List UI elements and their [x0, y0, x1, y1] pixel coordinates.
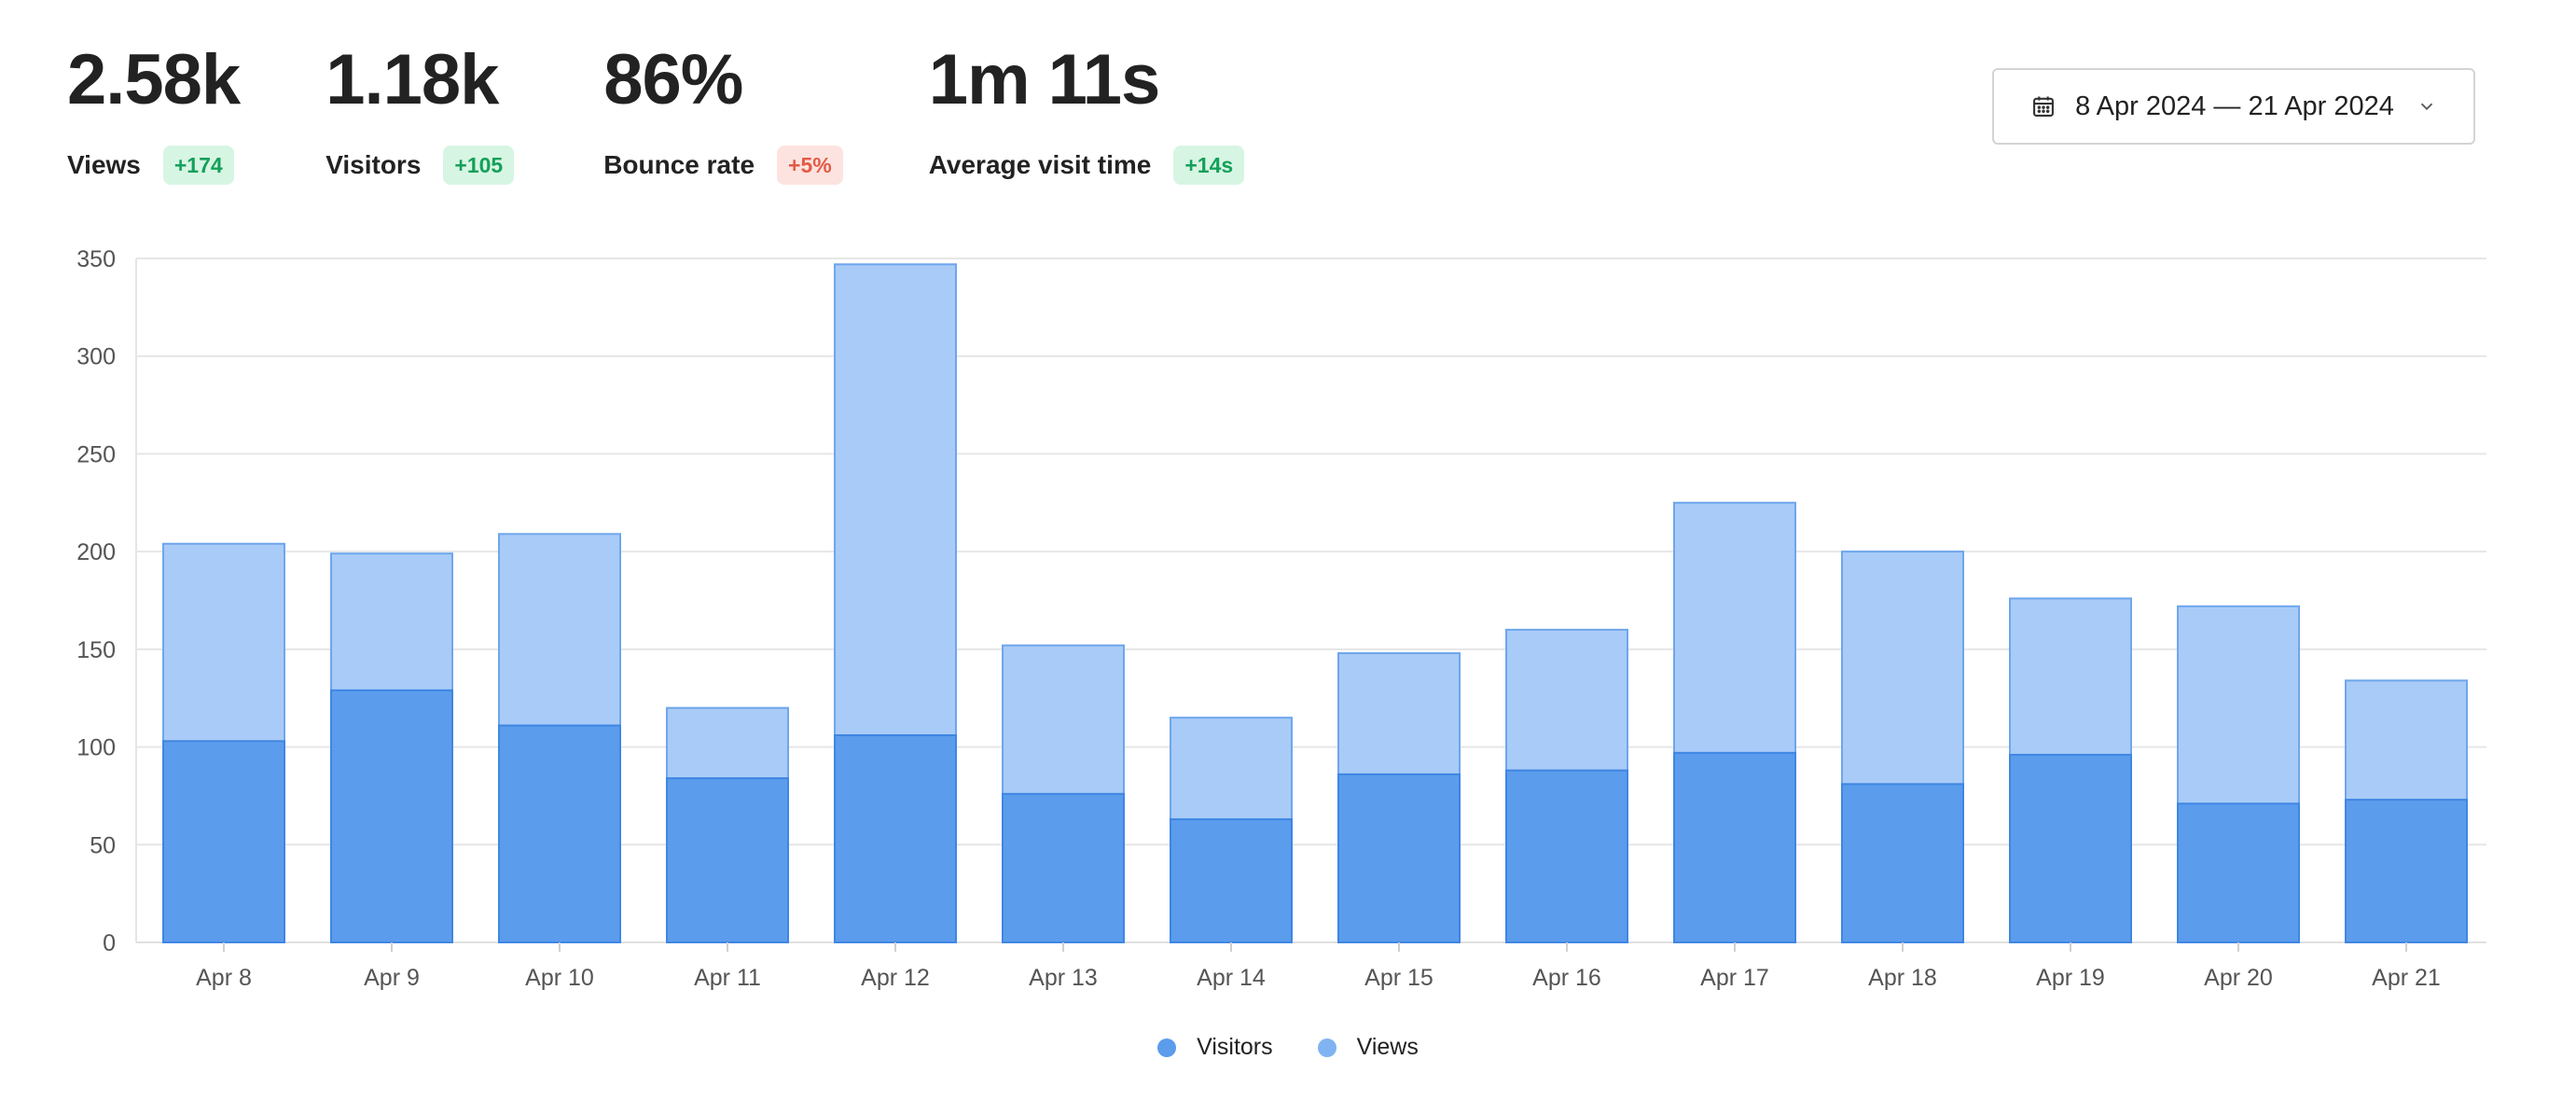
x-tick-label: Apr 13 [1029, 965, 1098, 991]
bar-visitors [2177, 802, 2300, 944]
chart-legend: Visitors Views [0, 1034, 2576, 1061]
date-range-picker[interactable]: 8 Apr 2024 — 21 Apr 2024 [1992, 68, 2475, 145]
y-tick-label: 150 [76, 637, 116, 663]
y-tick-label: 300 [76, 344, 116, 370]
legend-item-visitors[interactable]: Visitors [1157, 1034, 1273, 1061]
y-tick-label: 100 [76, 735, 116, 761]
stat-value: 1.18k [325, 40, 499, 119]
stat-value: 1m 11s [928, 40, 1161, 119]
x-tick-label: Apr 18 [1868, 965, 1937, 991]
stat-average-visit-time: 1m 11s Average visit time +14s [928, 37, 1245, 185]
bar-visitors [666, 777, 789, 944]
x-tick-label: Apr 11 [694, 965, 761, 991]
x-tick-label: Apr 8 [196, 965, 252, 991]
change-badge: +174 [162, 146, 234, 185]
bar-visitors [1337, 773, 1461, 943]
bar-visitors [330, 689, 453, 943]
bar-visitors [2009, 753, 2132, 943]
legend-dot-visitors [1157, 1038, 1177, 1057]
legend-label: Views [1356, 1034, 1419, 1060]
y-tick-label: 200 [76, 539, 116, 565]
bar-visitors [1505, 769, 1628, 944]
chevron-down-icon [2417, 96, 2437, 117]
change-badge: +14s [1173, 146, 1245, 185]
stat-label: Visitors [325, 150, 422, 179]
bar-visitors [498, 724, 621, 944]
stat-value: 86% [603, 40, 743, 119]
stat-value: 2.58k [67, 40, 241, 119]
change-badge: +5% [777, 146, 843, 185]
bar-visitors [1673, 751, 1796, 944]
x-tick-label: Apr 21 [2372, 965, 2441, 991]
stat-views: 2.58k Views +174 [67, 37, 241, 185]
x-tick-label: Apr 16 [1532, 965, 1601, 991]
stat-label: Average visit time [928, 150, 1152, 179]
y-tick-label: 350 [76, 246, 116, 272]
bar-chart: 0 50 100 150 200 250 300 350 Apr 8 Apr 9 Apr 10 Apr… [76, 246, 2486, 991]
x-tick-label: Apr 20 [2204, 965, 2273, 991]
calendar-icon [2030, 93, 2057, 119]
legend-dot-views [1317, 1038, 1336, 1057]
x-tick-label: Apr 14 [1197, 965, 1266, 991]
change-badge: +105 [443, 146, 515, 185]
bar-visitors [2345, 799, 2468, 943]
bar-visitors [834, 734, 957, 944]
legend-label: Visitors [1197, 1034, 1273, 1060]
x-tick-label: Apr 12 [861, 965, 930, 991]
x-tick-label: Apr 9 [364, 965, 420, 991]
y-tick-label: 250 [76, 441, 116, 467]
bar-visitors [162, 740, 285, 943]
x-tick-label: Apr 17 [1700, 965, 1769, 991]
stat-label: Views [67, 150, 141, 179]
stats-summary: 2.58k Views +174 1.18k Visitors +105 86%… [67, 37, 1330, 185]
x-tick-label: Apr 15 [1364, 965, 1433, 991]
x-tick-label: Apr 19 [2036, 965, 2105, 991]
date-range-label: 8 Apr 2024 — 21 Apr 2024 [2075, 91, 2394, 121]
x-tick-label: Apr 10 [525, 965, 594, 991]
bar-visitors [1002, 792, 1125, 943]
y-tick-label: 50 [90, 832, 116, 858]
legend-item-views[interactable]: Views [1317, 1034, 1419, 1061]
bar-visitors [1841, 783, 1964, 943]
stat-visitors: 1.18k Visitors +105 [325, 37, 515, 185]
y-tick-label: 0 [103, 930, 116, 956]
bar-visitors [1170, 818, 1293, 943]
stat-bounce-rate: 86% Bounce rate +5% [603, 37, 843, 185]
stat-label: Bounce rate [603, 150, 755, 179]
